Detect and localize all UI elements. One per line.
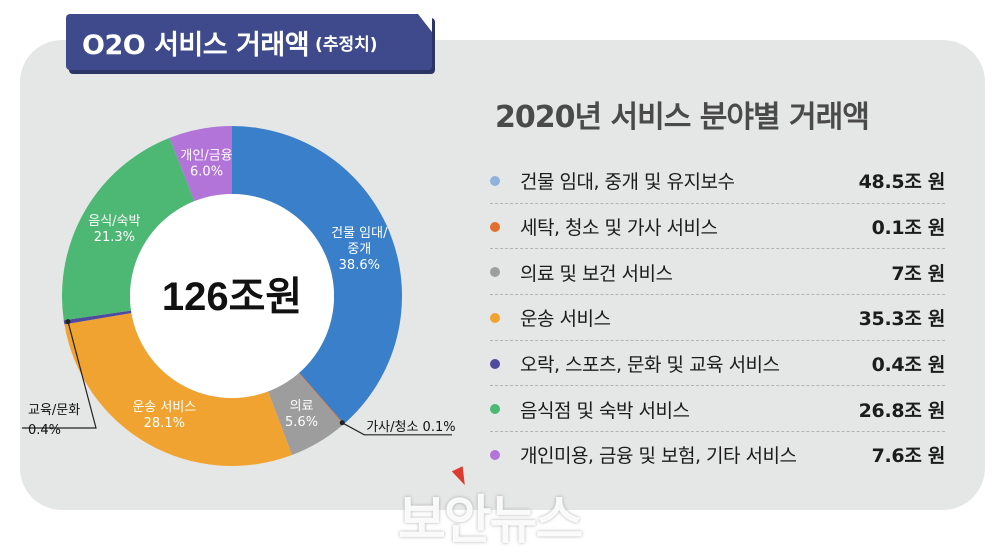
legend-label: 오락, 스포츠, 문화 및 교육 서비스 [520,354,780,377]
leader-dot [339,420,345,426]
legend-value: 7.6조 원 [871,445,946,468]
slice-label: 음식/숙박 [88,214,140,229]
legend-dot [490,175,500,186]
donut-slice [268,373,344,456]
slice-label: 의료 [290,399,314,414]
slice-label: 운송 서비스 [132,400,196,415]
watermark-logo: 보안뉴스 [398,491,583,551]
slice-label: 21.3% [94,230,135,245]
legend-label: 세탁, 청소 및 가사 서비스 [520,217,718,240]
chart-subtitle: (추정치) [315,34,378,55]
legend-item: 음식점 및 숙박 서비스 26.8조 원 [490,386,946,433]
slice-label: 교육/문화 [28,403,80,418]
slice-label: 6.0% [190,164,223,179]
legend-label: 의료 및 보건 서비스 [520,262,673,285]
legend-dot [490,449,500,460]
donut-slice [63,310,132,325]
legend-separator [490,339,945,341]
legend-value: 48.5조 원 [858,171,946,194]
legend-item: 건물 임대, 중개 및 유지보수 48.5조 원 [490,158,945,204]
donut-slice [169,126,232,202]
leader-dot [65,319,71,325]
legend-item: 개인미용, 금융 및 보험, 기타 서비스 7.6조 원 [490,432,945,478]
center-total: 126조원 [162,275,302,319]
donut-hole [130,194,334,398]
slice-label: 개인/금융 [180,148,232,163]
slice-label: 건물 임대/ [331,226,388,241]
donut-slice [298,372,344,425]
donut-slice [62,137,195,321]
legend-value: 7조 원 [891,262,945,285]
legend-dot [490,267,500,278]
legend-dot [490,221,500,232]
legend-label: 음식점 및 숙박 서비스 [520,399,690,422]
legend-item: 의료 및 보건 서비스 7조 원 [490,249,945,296]
leader-line [341,422,452,436]
legend: 건물 임대, 중개 및 유지보수 48.5조 원 세탁, 청소 및 가사 서비스… [490,158,945,478]
leader-line [22,321,97,429]
slice-label: 5.6% [285,415,318,430]
legend-label: 건물 임대, 중개 및 유지보수 [520,171,735,194]
legend-dot [490,312,500,323]
slice-label: 38.6% [339,258,380,273]
legend-separator [490,431,945,433]
legend-value: 0.4조 원 [871,354,946,377]
legend-separator [490,202,945,204]
legend-separator [490,294,945,296]
legend-item: 운송 서비스 35.3조 원 [490,295,945,341]
donut-slice [232,126,402,424]
slice-label: 가사/청소 0.1% [366,420,455,435]
legend-dot [490,404,500,415]
slice-label: 중개 [347,242,371,257]
donut-slice [64,313,293,466]
legend-value: 26.8조 원 [858,399,946,422]
title-banner: O2O 서비스 거래액 (추정치) [66,14,432,70]
legend-item: 세탁, 청소 및 가사 서비스 0.1조 원 [490,204,945,250]
right-title: 2020년 서비스 분야별 거래액 [495,100,870,135]
slice-label: 28.1% [144,416,185,431]
legend-value: 0.1조 원 [871,217,946,240]
chart-title: O2O 서비스 거래액 [82,29,310,61]
legend-separator [490,385,945,387]
legend-dot [490,358,500,369]
legend-value: 35.3조 원 [858,308,946,331]
legend-label: 운송 서비스 [520,308,611,331]
legend-item: 오락, 스포츠, 문화 및 교육 서비스 0.4조 원 [490,341,945,387]
legend-separator [490,248,945,250]
legend-label: 개인미용, 금융 및 보험, 기타 서비스 [520,445,797,468]
slice-label: 0.4% [28,423,61,438]
banner-fold [418,14,432,32]
